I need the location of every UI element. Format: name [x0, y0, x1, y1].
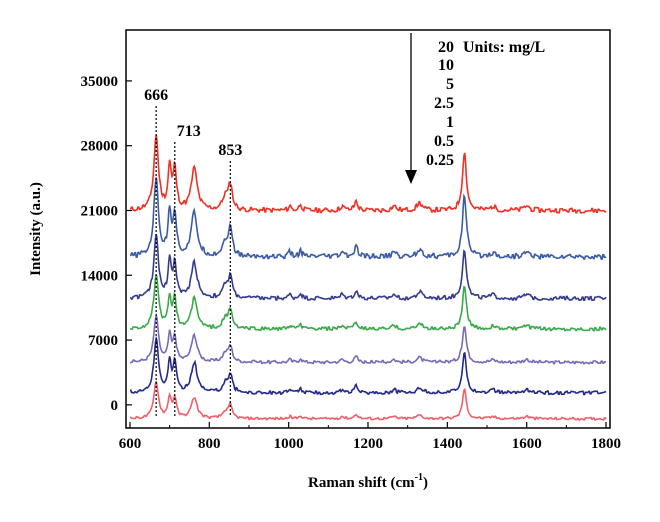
- legend-entry: 10: [438, 57, 454, 74]
- series-line-0_25: [130, 380, 607, 421]
- series-line-10: [129, 177, 607, 260]
- y-tick-label: 21000: [81, 203, 119, 219]
- x-tick-label: 800: [198, 436, 221, 452]
- legend-entry: 5: [446, 76, 454, 93]
- x-tick-label: 600: [119, 436, 142, 452]
- peak-label-713: 713: [177, 123, 201, 140]
- legend-entry: 20: [438, 39, 454, 56]
- x-axis-label: Raman shift (cm-1): [308, 472, 428, 491]
- peak-label-666: 666: [144, 87, 168, 104]
- peak-guide-lines: [155, 106, 231, 416]
- x-tick-label: 1800: [591, 436, 621, 452]
- legend-arrow-head: [405, 170, 417, 184]
- peak-label-853: 853: [218, 142, 242, 159]
- y-axis-ticks: 0 7000 14000 21000 28000 35000: [81, 74, 132, 414]
- y-axis-label: Intensity (a.u.): [28, 182, 44, 276]
- x-axis-label-suffix: ): [423, 475, 428, 491]
- x-axis-label-main: Raman shift (cm: [308, 475, 415, 491]
- legend-title: Units: mg/L: [463, 39, 545, 56]
- legend-entry: 0.5: [434, 133, 454, 150]
- y-tick-label: 14000: [81, 268, 119, 284]
- y-tick-label: 28000: [81, 139, 119, 155]
- peak-labels: 666 713 853: [144, 87, 242, 159]
- series-layer: [129, 134, 607, 421]
- x-tick-label: 1200: [353, 436, 383, 452]
- x-tick-label: 1400: [432, 436, 462, 452]
- plot-frame: [125, 29, 611, 429]
- series-line-1: [129, 312, 607, 365]
- legend-entry: 1: [446, 114, 454, 131]
- legend-entry: 2.5: [434, 95, 454, 112]
- series-line-20: [130, 134, 607, 214]
- series-line-5: [129, 234, 607, 301]
- y-tick-label: 35000: [81, 74, 119, 90]
- y-tick-label: 7000: [88, 333, 118, 349]
- x-axis-label-superscript: -1: [415, 472, 423, 483]
- x-tick-label: 1000: [274, 436, 304, 452]
- legend-entry: 0.25: [426, 152, 454, 169]
- series-line-2_5: [130, 274, 607, 332]
- series-line-0_5: [129, 335, 607, 396]
- y-tick-label: 0: [111, 398, 119, 414]
- x-tick-label: 1600: [512, 436, 542, 452]
- x-axis-ticks: 600 800 1000 1200 1400 1600 1800: [119, 422, 621, 452]
